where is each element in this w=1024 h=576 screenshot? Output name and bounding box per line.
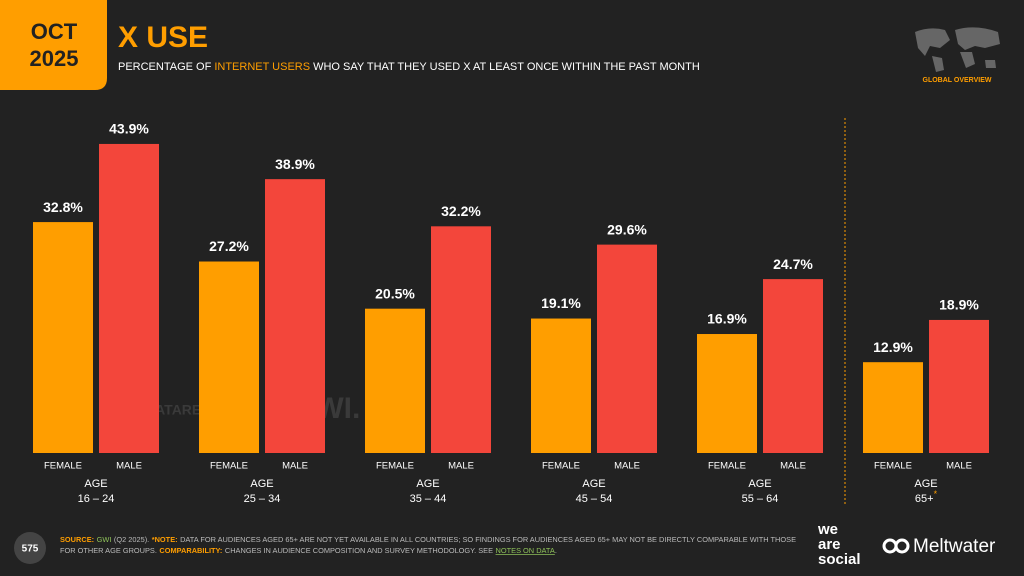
- bar: [929, 319, 989, 453]
- value-label: 29.6%: [607, 221, 647, 237]
- footer-part: DATA FOR AUDIENCES AGED 65+ ARE NOT YET …: [180, 535, 796, 544]
- category-label: 16 – 24: [78, 493, 115, 505]
- world-map: [915, 27, 1000, 72]
- footer-part: .: [555, 546, 557, 555]
- category-label: 25 – 34: [244, 493, 281, 505]
- value-label: 27.2%: [209, 238, 249, 254]
- category-name: 16 – 24: [78, 493, 115, 505]
- bar: [99, 143, 159, 453]
- category-note: *: [934, 489, 938, 499]
- footer-part: *NOTE:: [152, 535, 178, 544]
- category-prefix: AGE: [582, 478, 605, 490]
- category-prefix: AGE: [84, 478, 107, 490]
- title: X USE: [118, 21, 208, 54]
- series-label: FEMALE: [542, 461, 580, 472]
- footer-line: FOR OTHER AGE GROUPS. COMPARABILITY: CHANG…: [60, 546, 557, 555]
- value-label: 12.9%: [873, 339, 913, 355]
- series-label: MALE: [946, 461, 972, 472]
- series-label: FEMALE: [376, 461, 414, 472]
- value-label: 19.1%: [541, 295, 581, 311]
- logo-meltwater: Meltwater: [913, 536, 996, 557]
- bar: [863, 362, 923, 453]
- date-badge: [0, 0, 107, 90]
- value-label: 32.2%: [441, 203, 481, 219]
- bar: [33, 222, 93, 453]
- category-prefix: AGE: [250, 478, 273, 490]
- category-label: 65+*: [915, 489, 938, 505]
- category-name: 25 – 34: [244, 493, 281, 505]
- subtitle-part: PERCENTAGE OF: [118, 61, 212, 73]
- category-prefix: AGE: [416, 478, 439, 490]
- bar: [597, 244, 657, 453]
- footer-part: FOR OTHER AGE GROUPS.: [60, 546, 157, 555]
- section-label: GLOBAL OVERVIEW: [923, 77, 992, 84]
- footer-part: GWI: [97, 535, 112, 544]
- bars: 32.8% FEMALE 43.9% MALE AGE 16 – 24 27.2% FEMAL…: [33, 121, 989, 505]
- value-label: 16.9%: [707, 311, 747, 327]
- series-label: MALE: [282, 461, 308, 472]
- value-label: 38.9%: [275, 156, 315, 172]
- subtitle: PERCENTAGE OF INTERNET USERS WHO SAY THAT …: [118, 61, 700, 73]
- footer-part: CHANGES IN AUDIENCE COMPOSITION AND SURV…: [225, 546, 493, 555]
- bar: [763, 279, 823, 453]
- category-prefix: AGE: [914, 478, 937, 490]
- bar: [265, 179, 325, 454]
- category-label: 45 – 54: [576, 493, 613, 505]
- footer-part: COMPARABILITY:: [159, 546, 222, 555]
- value-label: 24.7%: [773, 256, 813, 272]
- bar: [365, 308, 425, 453]
- series-label: FEMALE: [44, 461, 82, 472]
- series-label: MALE: [116, 461, 142, 472]
- footer-line: SOURCE: GWI (Q2 2025). *NOTE: DATA FOR AUDIE…: [60, 535, 796, 544]
- meltwater-icon: [882, 538, 910, 554]
- bar: [431, 226, 491, 453]
- category-name: 65+: [915, 493, 934, 505]
- category-label: 55 – 64: [742, 493, 779, 505]
- subtitle-highlight: INTERNET USERS: [214, 61, 310, 73]
- page-badge: [14, 532, 46, 564]
- footer-part: (Q2 2025).: [114, 535, 149, 544]
- subtitle-part: WHO SAY THAT THEY USED X AT LEAST ONCE W…: [313, 61, 700, 73]
- value-label: 20.5%: [375, 285, 415, 301]
- series-label: MALE: [448, 461, 474, 472]
- category-name: 35 – 44: [410, 493, 447, 505]
- category-prefix: AGE: [748, 478, 771, 490]
- month: OCT: [31, 19, 78, 44]
- value-label: 32.8%: [43, 199, 83, 215]
- series-label: MALE: [780, 461, 806, 472]
- logo-we-are-social: we: [817, 521, 838, 538]
- value-label: 43.9%: [109, 121, 149, 137]
- year: 2025: [30, 46, 79, 71]
- series-label: FEMALE: [210, 461, 248, 472]
- series-label: FEMALE: [708, 461, 746, 472]
- logo-we-are-social: social: [818, 551, 861, 568]
- bar: [531, 318, 591, 453]
- bar: [199, 261, 259, 453]
- footer-part: NOTES ON DATA: [496, 546, 555, 555]
- category-label: 35 – 44: [410, 493, 447, 505]
- bar: [697, 334, 757, 453]
- series-label: FEMALE: [874, 461, 912, 472]
- footer-part: SOURCE:: [60, 535, 94, 544]
- category-name: 55 – 64: [742, 493, 779, 505]
- category-name: 45 – 54: [576, 493, 613, 505]
- page-number: 575: [22, 544, 39, 555]
- logo-we-are-social: are: [818, 536, 841, 553]
- value-label: 18.9%: [939, 297, 979, 313]
- series-label: MALE: [614, 461, 640, 472]
